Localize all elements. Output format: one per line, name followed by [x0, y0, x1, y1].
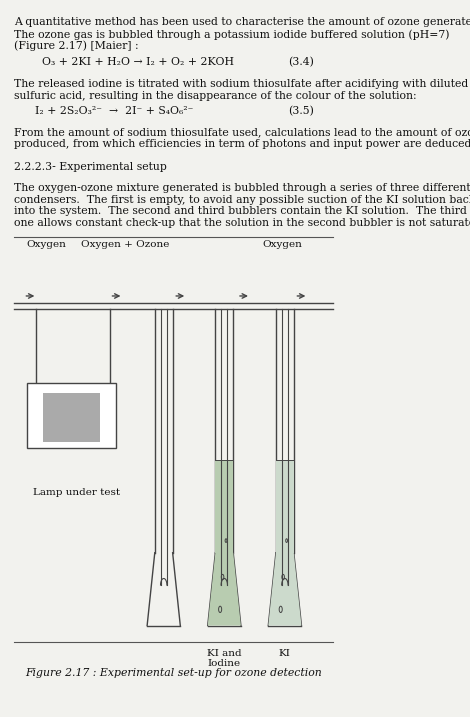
Text: (Figure 2.17) [Maier] :: (Figure 2.17) [Maier] :	[14, 41, 139, 52]
Text: Oxygen: Oxygen	[27, 240, 66, 249]
Polygon shape	[268, 553, 301, 625]
Text: Oxygen + Ozone: Oxygen + Ozone	[81, 240, 170, 249]
Text: one allows constant check-up that the solution in the second bubbler is not satu: one allows constant check-up that the so…	[14, 218, 470, 228]
Bar	[43, 393, 100, 442]
Text: condensers.  The first is empty, to avoid any possible suction of the KI solutio: condensers. The first is empty, to avoid…	[14, 194, 470, 204]
Text: (3.4): (3.4)	[288, 57, 313, 67]
Text: Figure 2.17 : Experimental set-up for ozone detection: Figure 2.17 : Experimental set-up for oz…	[25, 668, 321, 678]
Bar	[27, 383, 116, 447]
Text: I₂ + 2S₂O₃²⁻  →  2I⁻ + S₄O₆²⁻: I₂ + 2S₂O₃²⁻ → 2I⁻ + S₄O₆²⁻	[35, 106, 193, 116]
Text: sulfuric acid, resulting in the disappearance of the colour of the solution:: sulfuric acid, resulting in the disappea…	[14, 90, 416, 100]
Text: The oxygen-ozone mixture generated is bubbled through a series of three differen: The oxygen-ozone mixture generated is bu…	[14, 183, 470, 193]
Polygon shape	[208, 553, 241, 625]
Text: into the system.  The second and third bubblers contain the KI solution.  The th: into the system. The second and third bu…	[14, 206, 467, 217]
Text: Oxygen: Oxygen	[263, 240, 302, 249]
Bar	[276, 460, 294, 553]
Text: The ozone gas is bubbled through a potassium iodide buffered solution (pH=7): The ozone gas is bubbled through a potas…	[14, 29, 449, 39]
Text: KI and
Iodine: KI and Iodine	[207, 649, 242, 668]
Text: Lamp under test: Lamp under test	[33, 488, 120, 497]
Text: A quantitative method has been used to characterise the amount of ozone generate: A quantitative method has been used to c…	[14, 17, 470, 27]
Text: From the amount of sodium thiosulfate used, calculations lead to the amount of o: From the amount of sodium thiosulfate us…	[14, 127, 470, 137]
Text: O₃ + 2KI + H₂O → I₂ + O₂ + 2KOH: O₃ + 2KI + H₂O → I₂ + O₂ + 2KOH	[41, 57, 234, 67]
Text: produced, from which efficiencies in term of photons and input power are deduced: produced, from which efficiencies in ter…	[14, 139, 470, 149]
Text: 2.2.2.3- Experimental setup: 2.2.2.3- Experimental setup	[14, 161, 167, 171]
Text: KI: KI	[279, 649, 291, 658]
Bar	[215, 460, 233, 553]
Text: (3.5): (3.5)	[288, 106, 313, 116]
Text: The released iodine is titrated with sodium thiosulfate after acidifying with di: The released iodine is titrated with sod…	[14, 79, 468, 89]
